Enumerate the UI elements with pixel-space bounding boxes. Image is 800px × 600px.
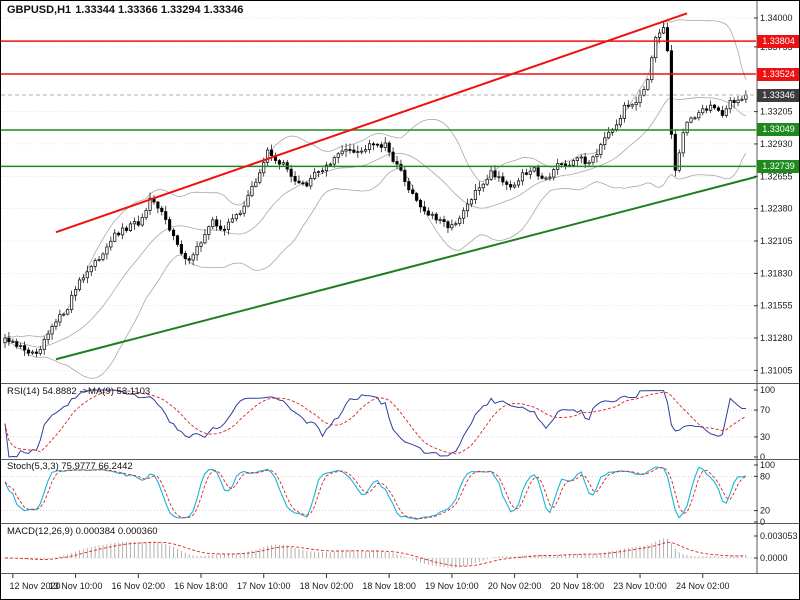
chart-title: GBPUSD,H1 1.33344 1.33366 1.33294 1.33346 [7,4,243,16]
resistance-trendline [55,12,688,234]
price-axis[interactable] [757,1,799,574]
support-level-badge: 1.32739 [757,159,799,173]
svg-text:1.34000: 1.34000 [760,13,793,23]
svg-text:100: 100 [760,385,775,395]
svg-text:1.32655: 1.32655 [760,171,793,181]
time-axis[interactable] [1,574,799,599]
svg-text:20: 20 [760,506,770,516]
trendlines[interactable] [55,12,757,361]
current-price-badge: 1.33346 [757,88,799,102]
stoch-indicator-label: Stoch(5,3,3) 75.9777 66.2442 [7,461,133,472]
macd-panel [1,538,756,568]
symbol-timeframe-label: GBPUSD,H1 [7,4,72,16]
svg-text:1.31005: 1.31005 [760,365,793,375]
macd-indicator-label: MACD(12,26,9) 0.000384 0.000360 [7,526,158,537]
rsi-indicator-label: RSI(14) 54.8882 ->MA(9) 53.1103 [7,386,151,397]
support-trendline [55,175,757,361]
svg-text:19 Nov 10:00: 19 Nov 10:00 [425,581,479,591]
svg-text:24 Nov 02:00: 24 Nov 02:00 [676,581,730,591]
svg-text:1.31280: 1.31280 [760,333,793,343]
support-level-badge: 1.33049 [757,123,799,137]
svg-text:0: 0 [760,517,765,527]
svg-text:30: 30 [760,432,770,442]
svg-text:1.32380: 1.32380 [760,204,793,214]
svg-text:1.31555: 1.31555 [760,301,793,311]
svg-text:0.0000: 0.0000 [760,553,788,563]
svg-text:16 Nov 02:00: 16 Nov 02:00 [112,581,166,591]
svg-text:1.33205: 1.33205 [760,107,793,117]
svg-text:13 Nov 10:00: 13 Nov 10:00 [49,581,103,591]
rsi-panel [1,389,756,458]
svg-text:18 Nov 18:00: 18 Nov 18:00 [362,581,416,591]
svg-text:20 Nov 02:00: 20 Nov 02:00 [488,581,542,591]
svg-text:1.32930: 1.32930 [760,139,793,149]
svg-text:12 Nov 2020: 12 Nov 2020 [9,581,60,591]
grid-layer [1,17,756,371]
stoch-panel [1,466,756,520]
svg-text:23 Nov 10:00: 23 Nov 10:00 [613,581,667,591]
svg-text:1.31830: 1.31830 [760,268,793,278]
svg-text:100: 100 [760,460,775,470]
candles-layer [3,22,748,358]
svg-text:80: 80 [760,471,770,481]
svg-text:0.003053: 0.003053 [760,531,798,541]
svg-text:1.32105: 1.32105 [760,236,793,246]
svg-text:16 Nov 18:00: 16 Nov 18:00 [174,581,228,591]
svg-text:0: 0 [760,452,765,462]
svg-text:17 Nov 10:00: 17 Nov 10:00 [237,581,291,591]
svg-text:18 Nov 02:00: 18 Nov 02:00 [300,581,354,591]
svg-text:20 Nov 18:00: 20 Nov 18:00 [551,581,605,591]
ohlc-values: 1.33344 1.33366 1.33294 1.33346 [75,4,244,16]
price-levels [1,40,756,168]
resistance-level-badge: 1.33524 [757,67,799,81]
resistance-level-badge: 1.33804 [757,34,799,48]
svg-text:70: 70 [760,405,770,415]
